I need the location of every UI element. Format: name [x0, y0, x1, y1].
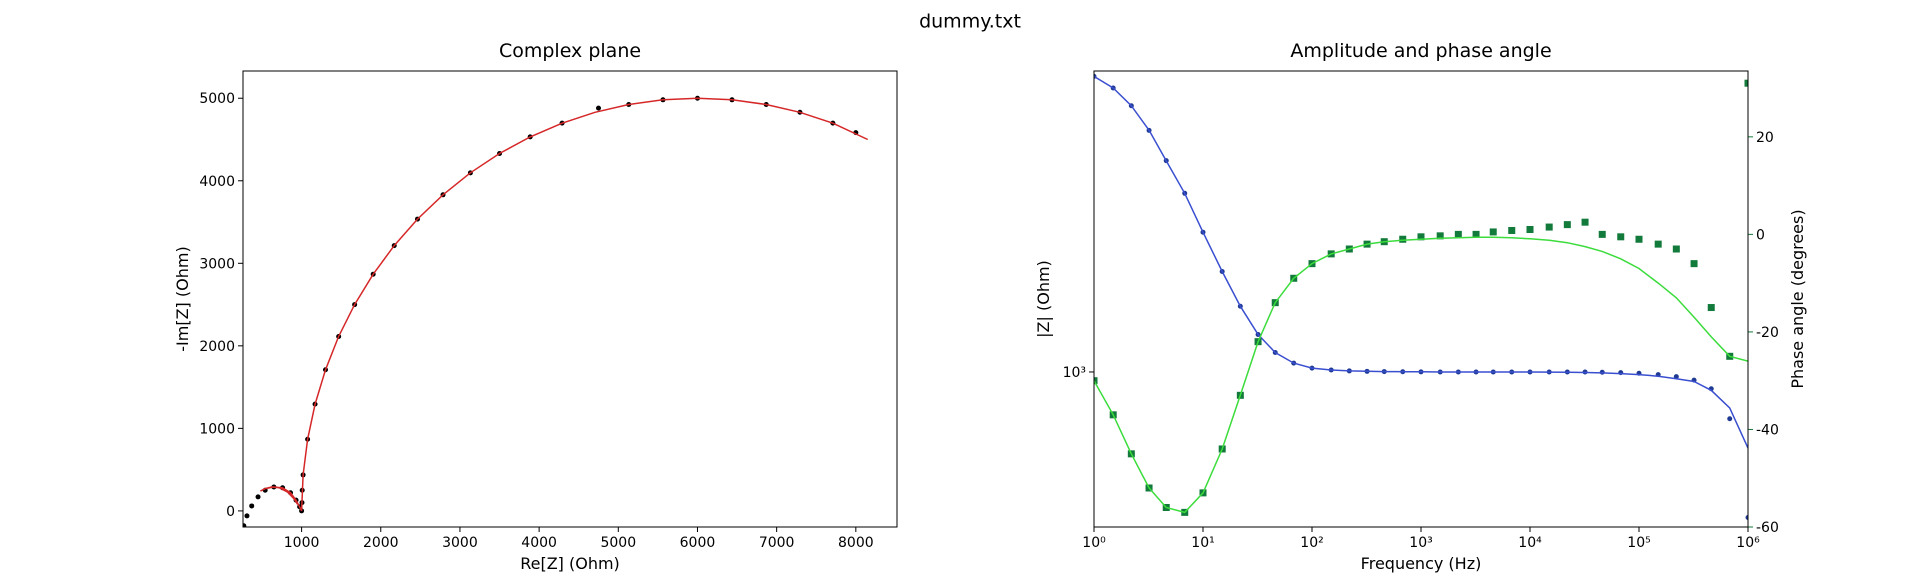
marker — [1654, 240, 1662, 248]
x-tick-label: 10⁴ — [1518, 535, 1542, 551]
fit-line — [1094, 236, 1748, 514]
x-tick-label: 6000 — [680, 535, 716, 551]
x-tick-label: 10² — [1300, 535, 1323, 551]
y-axis-label: -Im[Z] (Ohm) — [173, 246, 192, 351]
marker — [1489, 228, 1497, 236]
y-tick-label: 0 — [226, 504, 235, 520]
y2-tick-label: 0 — [1756, 227, 1765, 243]
x-tick-label: 10¹ — [1191, 535, 1214, 551]
marker — [596, 105, 602, 111]
y-tick-label: 3000 — [199, 256, 235, 272]
marker — [1690, 260, 1698, 268]
chart-title: Complex plane — [499, 40, 641, 62]
y2-tick-label: -40 — [1756, 422, 1779, 438]
y-tick-label: 2000 — [199, 339, 235, 355]
x-tick-label: 10⁰ — [1082, 535, 1106, 551]
marker — [1563, 221, 1571, 229]
marker — [1707, 304, 1715, 312]
y-tick-label: 4000 — [199, 174, 235, 190]
marker — [1094, 377, 1098, 385]
fit-line — [260, 97, 869, 512]
marker — [1545, 223, 1553, 231]
y-tick-label: 1000 — [199, 421, 235, 437]
marker — [1598, 230, 1606, 238]
figure-title: dummy.txt — [919, 11, 1021, 33]
plot-frame — [242, 70, 898, 528]
marker — [1454, 230, 1462, 238]
x-tick-label: 10⁶ — [1736, 535, 1760, 551]
x-tick-label: 10³ — [1409, 535, 1432, 551]
x-axis-label: Re[Z] (Ohm) — [520, 554, 620, 573]
marker — [1417, 233, 1425, 241]
plot-frame — [1093, 70, 1749, 528]
x-tick-label: 5000 — [600, 535, 636, 551]
chart-title: Amplitude and phase angle — [1290, 40, 1551, 62]
y-tick-label: 10³ — [1063, 365, 1086, 381]
marker — [1745, 515, 1748, 521]
marker — [1744, 79, 1748, 87]
marker — [1526, 226, 1534, 234]
x-tick-label: 1000 — [284, 535, 320, 551]
x-tick-label: 10⁵ — [1627, 535, 1650, 551]
x-tick-label: 8000 — [838, 535, 874, 551]
fit-line — [1094, 75, 1748, 449]
y2-tick-label: -60 — [1756, 520, 1779, 536]
x-tick-label: 2000 — [363, 535, 399, 551]
y2-axis-label: Phase angle (degrees) — [1788, 209, 1807, 388]
marker — [1635, 235, 1643, 243]
marker — [243, 523, 247, 527]
x-axis-label: Frequency (Hz) — [1361, 554, 1482, 573]
x-tick-label: 4000 — [521, 535, 557, 551]
marker — [1727, 416, 1733, 422]
marker — [1617, 233, 1625, 241]
marker — [1672, 245, 1680, 253]
y2-tick-label: -20 — [1756, 325, 1779, 341]
marker — [1508, 226, 1516, 234]
x-tick-label: 3000 — [442, 535, 478, 551]
x-tick-label: 7000 — [759, 535, 795, 551]
marker — [1399, 235, 1407, 243]
marker — [1436, 232, 1444, 240]
y2-tick-label: 20 — [1756, 130, 1774, 146]
marker — [1472, 230, 1480, 238]
marker — [255, 494, 261, 500]
marker — [244, 513, 250, 519]
y-axis-label: |Z| (Ohm) — [1034, 260, 1053, 338]
marker — [1581, 218, 1589, 226]
y-tick-label: 5000 — [199, 91, 235, 107]
marker — [249, 503, 255, 509]
